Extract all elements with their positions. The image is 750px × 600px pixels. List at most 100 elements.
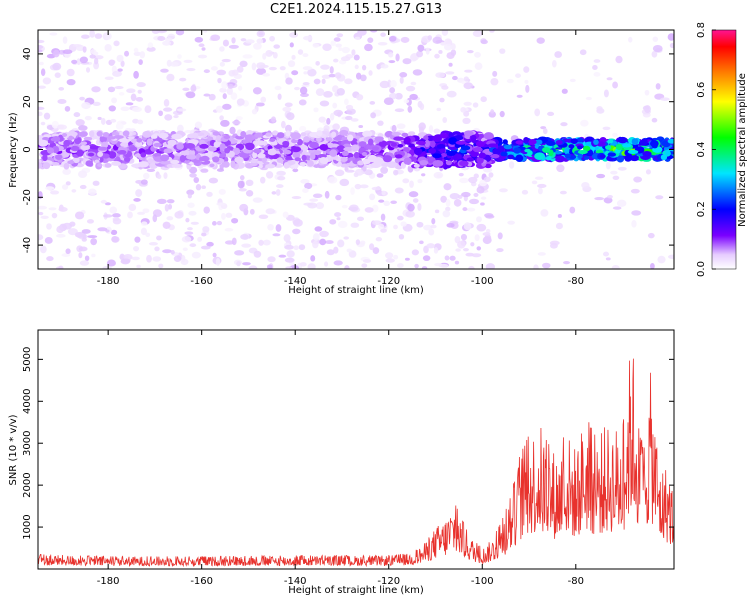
spectral-band-cell — [484, 163, 492, 169]
spectral-band-cell — [568, 144, 575, 149]
spectral-speckle — [121, 258, 131, 264]
spectral-speckle — [137, 89, 142, 94]
spectral-speckle — [474, 51, 481, 58]
spectral-band-cell — [176, 143, 184, 150]
spectral-speckle — [428, 125, 434, 134]
spectral-band-cell — [140, 152, 147, 158]
spectral-band-cell — [463, 130, 474, 137]
spectrogram-chart: -180 -160 -140 -120 -100 -80 -40 -20 0 20 40 Heig… — [8, 22, 748, 296]
spectral-speckle — [94, 57, 99, 65]
spectral-speckle — [480, 39, 488, 45]
spectral-speckle — [499, 188, 508, 193]
spectral-speckle — [52, 62, 62, 71]
spectral-speckle — [275, 224, 282, 232]
spectral-speckle — [112, 70, 122, 77]
spectral-speckle — [405, 210, 415, 218]
spectral-band-cell — [346, 134, 354, 142]
spectral-speckle — [445, 206, 451, 212]
spectral-speckle — [463, 76, 469, 82]
spectral-band-cell — [219, 153, 226, 158]
spectral-speckle — [252, 197, 263, 203]
spectral-speckle — [480, 96, 487, 103]
spectral-band-cell — [277, 132, 285, 139]
spectral-speckle — [225, 212, 233, 218]
spectral-speckle — [79, 56, 89, 64]
spectral-speckle — [292, 168, 299, 173]
spectral-speckle — [350, 118, 359, 122]
spectral-speckle — [325, 240, 334, 245]
spectral-speckle — [561, 88, 568, 94]
x-tick-label: -120 — [377, 276, 400, 287]
spectral-speckle — [57, 98, 67, 104]
bottom-plot-frame — [37, 329, 675, 570]
spectral-speckle — [116, 54, 124, 63]
spectral-band-cell — [622, 143, 632, 148]
spectral-speckle — [304, 182, 313, 190]
spectral-speckle — [298, 244, 306, 251]
spectral-band-cell — [303, 136, 311, 143]
colorbar-tick-label: 0.4 — [696, 142, 707, 158]
spectral-band-cell — [448, 137, 458, 145]
spectral-speckle — [380, 228, 387, 233]
spectral-speckle — [239, 203, 249, 212]
spectral-speckle — [534, 108, 541, 117]
spectral-speckle — [114, 85, 124, 90]
spectral-speckle — [117, 68, 123, 72]
x-tick-label: -160 — [190, 276, 213, 287]
spectral-speckle — [418, 122, 426, 131]
spectral-band-cell — [403, 136, 411, 144]
spectral-speckle — [448, 62, 453, 67]
spectral-speckle — [197, 236, 203, 242]
spectral-speckle — [81, 237, 87, 242]
spectral-speckle — [44, 186, 55, 191]
spectral-speckle — [380, 166, 389, 174]
spectral-speckle — [187, 202, 195, 208]
spectral-speckle — [106, 259, 116, 267]
spectral-band-cell — [487, 143, 499, 148]
spectral-speckle — [378, 199, 385, 203]
spectral-speckle — [135, 179, 143, 184]
spectral-band-cell — [122, 130, 130, 137]
spectral-speckle — [102, 214, 113, 218]
spectral-speckle — [156, 198, 167, 205]
spectral-band-cell — [564, 153, 571, 159]
spectral-speckle — [452, 75, 458, 81]
spectral-band-cell — [583, 155, 590, 160]
spectral-speckle — [371, 220, 382, 226]
spectral-band-cell — [309, 152, 316, 160]
spectral-speckle — [133, 245, 140, 252]
spectral-band-cell — [393, 136, 405, 141]
spectral-speckle — [458, 172, 464, 177]
spectral-band-cell — [76, 149, 84, 157]
spectral-speckle — [644, 89, 650, 96]
spectral-speckle — [645, 169, 651, 175]
spectral-speckle — [357, 32, 362, 38]
spectral-speckle — [497, 232, 503, 240]
x-tick-label: -140 — [284, 576, 307, 587]
spectral-speckle — [655, 195, 664, 200]
snr-series-line — [38, 358, 674, 568]
y-tick-label: 5000 — [22, 347, 33, 372]
top-y-ticks: -40 -20 0 20 40 — [22, 48, 674, 253]
spectral-speckle — [227, 83, 234, 89]
spectral-speckle — [221, 81, 228, 89]
y-tick-label: 1000 — [22, 514, 33, 539]
spectral-speckle — [201, 232, 207, 237]
spectral-speckle — [403, 99, 410, 104]
spectral-band-cell — [415, 140, 426, 145]
spectral-speckle — [483, 176, 491, 183]
spectral-band-cell — [348, 157, 356, 161]
spectral-speckle — [262, 53, 267, 60]
spectral-speckle — [239, 60, 248, 68]
spectral-speckle — [91, 253, 96, 258]
spectral-speckle — [388, 60, 396, 64]
colorbar-tick-label: 0.6 — [696, 82, 707, 98]
spectral-speckle — [438, 50, 443, 54]
spectral-band-cell — [290, 146, 302, 153]
spectral-speckle — [144, 105, 152, 114]
spectral-speckle — [524, 79, 529, 84]
spectral-band-cell — [564, 146, 570, 155]
spectral-speckle — [333, 109, 343, 117]
spectral-speckle — [113, 40, 120, 47]
spectral-band-cell — [545, 156, 552, 161]
